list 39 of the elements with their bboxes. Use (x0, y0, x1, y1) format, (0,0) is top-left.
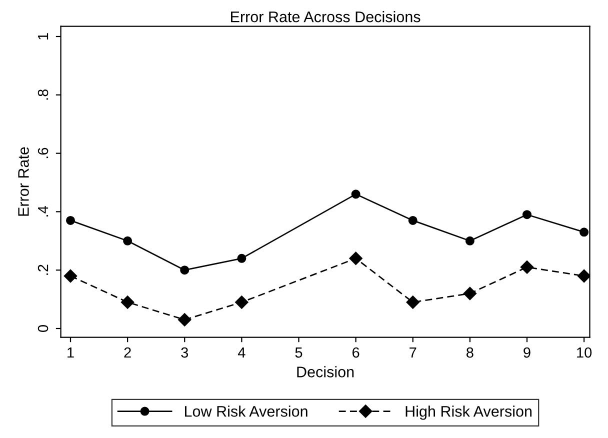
point (64, 269, 78, 283)
x-tick-label: 5 (295, 348, 302, 358)
x-tick-label: 8 (466, 347, 474, 358)
point (235, 296, 248, 309)
y-tick-label: .6 (38, 148, 48, 158)
y-axis-title: Error Rate (18, 147, 29, 216)
point (463, 286, 477, 300)
point (349, 252, 362, 266)
point (120, 296, 134, 309)
point (237, 254, 246, 263)
point (522, 210, 532, 220)
x-tick-label: 9 (524, 347, 530, 358)
x-axis-title: Decision (297, 366, 354, 378)
point (408, 216, 418, 225)
y-tick-label: .4 (38, 206, 48, 216)
y-tick-label: .8 (38, 89, 48, 100)
point (351, 190, 360, 199)
point (520, 260, 534, 274)
x-tick-label: 1 (68, 348, 74, 358)
point (66, 216, 76, 225)
legend-label: High Risk Aversion (406, 406, 532, 420)
y-tick-label: .2 (38, 264, 48, 275)
x-tick-label: 4 (238, 348, 246, 358)
x-tick-label: 3 (181, 347, 188, 358)
x-tick-label: 6 (352, 347, 360, 358)
point (180, 266, 190, 275)
point (465, 236, 474, 246)
y-tick-label: 0 (38, 325, 48, 332)
point (580, 228, 589, 237)
y-tick-label: 1 (38, 33, 48, 40)
point (577, 269, 590, 283)
point (178, 313, 192, 326)
chart-title: Error Rate Across Decisions (231, 11, 420, 22)
x-tick-label: 2 (124, 347, 131, 358)
legend-label: Low Risk Aversion (185, 406, 308, 417)
point (406, 296, 420, 309)
point (123, 236, 132, 246)
x-tick-label: 7 (410, 348, 416, 358)
x-tick-label: 10 (577, 347, 592, 358)
